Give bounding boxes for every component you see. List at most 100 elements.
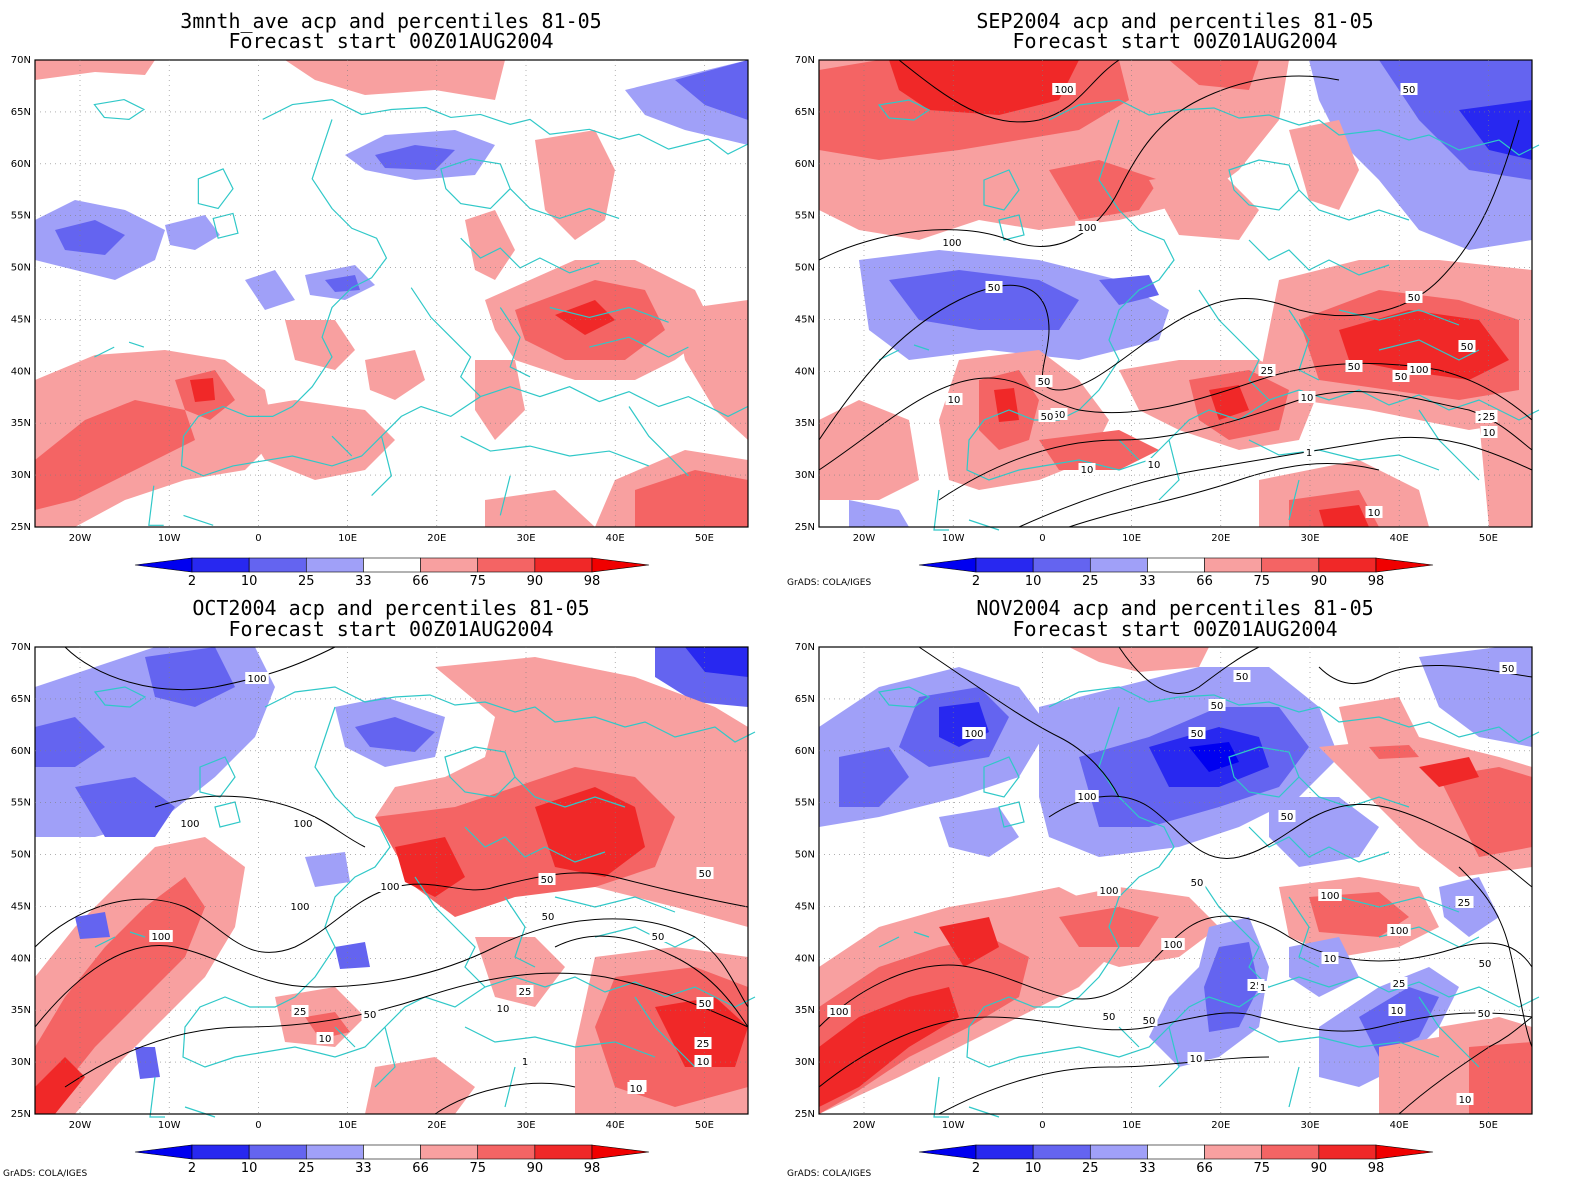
- colorbar-segment: [1204, 1144, 1263, 1160]
- svg-text:50: 50: [1461, 342, 1474, 353]
- colorbar-tick-label: 25: [1082, 1161, 1099, 1176]
- colorbar-tick-label: 33: [355, 574, 372, 589]
- contour-label: 50: [985, 281, 1003, 294]
- lon-tick-label: 20W: [853, 533, 876, 544]
- map-frame: [34, 59, 749, 528]
- colorbar-tick-label: 2: [188, 1161, 196, 1176]
- colorbar-high-arrow: [1375, 1144, 1434, 1160]
- contour-label: 50: [696, 997, 714, 1010]
- contour-label: 50: [1499, 662, 1517, 675]
- panel-title: NOV2004 acp and percentiles 81-05: [976, 596, 1373, 620]
- svg-text:10: 10: [1148, 460, 1161, 471]
- colorbar-segment: [975, 1144, 1034, 1160]
- colorbar-segment: [1318, 557, 1377, 573]
- lat-tick-label: 70N: [795, 55, 815, 66]
- colorbar-tick-label: 98: [1368, 1161, 1385, 1176]
- svg-text:10: 10: [630, 1084, 643, 1095]
- contour-label: 50: [361, 1008, 379, 1021]
- lat-tick-label: 40N: [11, 366, 31, 377]
- colorbar-tick-label: 25: [298, 1161, 315, 1176]
- contour-label: 1: [1257, 981, 1269, 994]
- svg-text:100: 100: [1099, 886, 1118, 897]
- lat-tick-label: 70N: [795, 642, 815, 653]
- contour-label: 100: [378, 880, 402, 893]
- software-credit: GrADS: COLA/IGES: [787, 578, 871, 588]
- colorbar-segment: [534, 1144, 593, 1160]
- lon-tick-label: 0: [1039, 533, 1045, 544]
- svg-text:10: 10: [697, 1057, 710, 1068]
- svg-text:50: 50: [1211, 701, 1224, 712]
- contour-label: 100: [245, 672, 269, 685]
- lat-tick-label: 70N: [11, 55, 31, 66]
- lat-tick-label: 55N: [11, 211, 31, 222]
- colorbar-tick-label: 10: [241, 1161, 258, 1176]
- colorbar-high-arrow: [1375, 557, 1434, 573]
- svg-text:50: 50: [1053, 410, 1066, 421]
- lon-tick-label: 50E: [695, 533, 714, 544]
- contour-label: 10: [627, 1082, 645, 1095]
- svg-text:10: 10: [1391, 1006, 1404, 1017]
- contour-label: 50: [1405, 291, 1423, 304]
- svg-text:50: 50: [542, 912, 555, 923]
- colorbar-tick-label: 75: [1253, 574, 1270, 589]
- lat-tick-label: 45N: [795, 901, 815, 912]
- svg-text:100: 100: [1163, 940, 1182, 951]
- contour-label: 50: [1038, 410, 1056, 423]
- colorbar-segment: [248, 557, 307, 573]
- lat-tick-label: 45N: [795, 314, 815, 325]
- contour-label: 10: [1187, 1052, 1205, 1065]
- panel-title: 3mnth_ave acp and percentiles 81-05: [180, 9, 601, 33]
- contour-label: 10: [1078, 463, 1096, 476]
- svg-text:50: 50: [364, 1010, 377, 1021]
- contour-label: 50: [1345, 360, 1363, 373]
- panel-oct: [34, 646, 756, 1118]
- contour-label: 50: [1476, 957, 1494, 970]
- contour-label: 100: [940, 236, 964, 249]
- colorbar-tick-label: 10: [1025, 1161, 1042, 1176]
- contour-label: 10: [1321, 952, 1339, 965]
- svg-text:10: 10: [1190, 1054, 1203, 1065]
- colorbar-segment: [305, 1144, 364, 1160]
- colorbar-segment: [1147, 557, 1205, 573]
- colorbar-tick-label: 75: [469, 574, 486, 589]
- lat-tick-label: 65N: [11, 694, 31, 705]
- lat-tick-label: 60N: [795, 159, 815, 170]
- lon-tick-label: 50E: [1479, 533, 1498, 544]
- svg-text:100: 100: [180, 819, 199, 830]
- svg-text:10: 10: [497, 1004, 510, 1015]
- colorbar-tick-label: 2: [972, 574, 980, 589]
- colorbar-segment: [1032, 557, 1091, 573]
- contour-label: 25: [694, 1037, 712, 1050]
- svg-text:100: 100: [1077, 223, 1096, 234]
- panel-nov: [818, 646, 1540, 1118]
- lon-tick-label: 0: [1039, 1120, 1045, 1131]
- svg-text:10: 10: [1483, 428, 1496, 439]
- colorbar: 2 10 25 33 66 75 90 98: [134, 557, 650, 589]
- colorbar-tick-label: 90: [527, 574, 544, 589]
- lat-tick-label: 50N: [11, 850, 31, 861]
- panel-title: SEP2004 acp and percentiles 81-05: [976, 9, 1373, 33]
- lon-tick-label: 20W: [853, 1120, 876, 1131]
- contour-label: 25: [1455, 896, 1473, 909]
- svg-text:100: 100: [1077, 792, 1096, 803]
- svg-text:25: 25: [1458, 898, 1471, 909]
- lon-tick-label: 50E: [1479, 1120, 1498, 1131]
- panel-sep: [818, 59, 1540, 531]
- pressure-contours: [818, 646, 1533, 1115]
- lat-tick-label: 40N: [11, 953, 31, 964]
- colorbar-tick-label: 25: [1082, 574, 1099, 589]
- panel-subtitle: Forecast start 00Z01AUG2004: [1012, 29, 1337, 53]
- colorbar-tick-label: 66: [1196, 1161, 1213, 1176]
- colorbar-segment: [305, 557, 364, 573]
- svg-text:50: 50: [1038, 377, 1051, 388]
- svg-text:50: 50: [541, 875, 554, 886]
- colorbar-segment: [191, 1144, 250, 1160]
- contour-label: 100: [291, 817, 315, 830]
- svg-text:100: 100: [1389, 926, 1408, 937]
- contour-label: 10: [1365, 506, 1383, 519]
- colorbar-segment: [1032, 1144, 1091, 1160]
- colorbar-tick-label: 66: [412, 1161, 429, 1176]
- svg-text:50: 50: [699, 869, 712, 880]
- lon-tick-label: 10E: [1122, 1120, 1141, 1131]
- colorbar-tick-label: 25: [298, 574, 315, 589]
